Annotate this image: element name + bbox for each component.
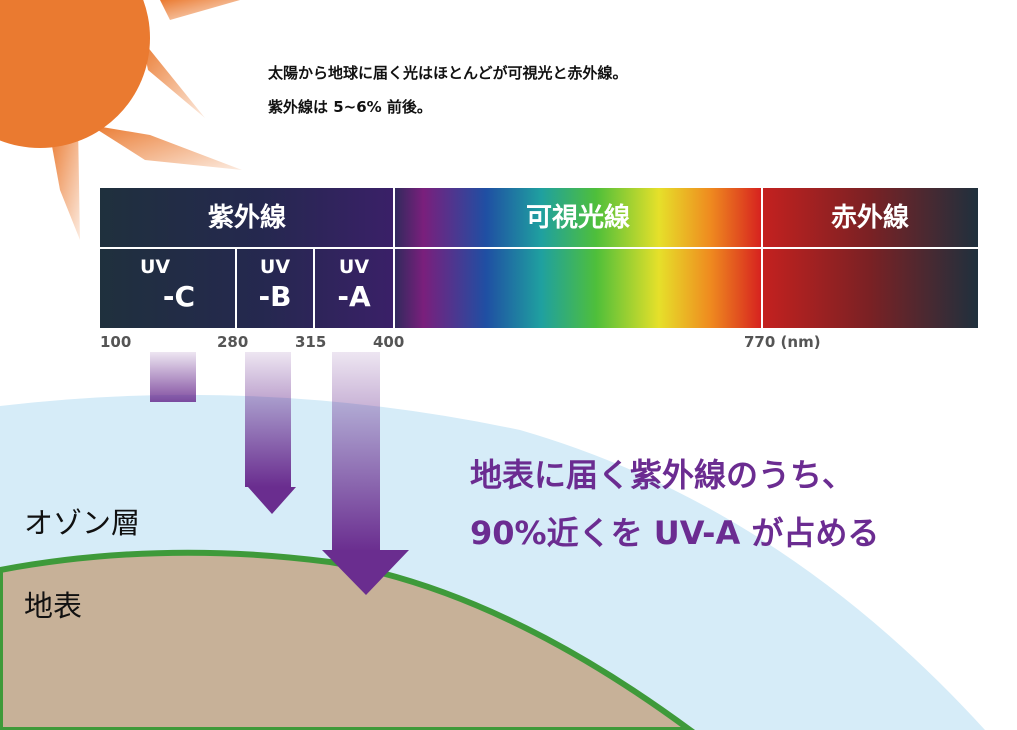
sun-rays bbox=[50, 0, 242, 240]
uva-label-top: UV bbox=[338, 256, 370, 278]
tick-100: 100 bbox=[100, 333, 132, 351]
spectrum-panel: 紫外線 可視光線 赤外線 UV -C UV -B UV -A bbox=[100, 188, 978, 328]
band-label-uv: 紫外線 bbox=[207, 203, 286, 233]
uva-label: UV -A bbox=[314, 248, 394, 328]
uvc-label: UV -C bbox=[122, 248, 236, 328]
headline-line-1: 地表に届く紫外線のうち、 bbox=[470, 456, 855, 494]
uvb-label: UV -B bbox=[236, 248, 314, 328]
uvb-arrow bbox=[245, 352, 296, 514]
uvb-label-top: UV bbox=[259, 256, 291, 278]
spectrum-graphic bbox=[100, 188, 978, 328]
tick-315: 315 bbox=[295, 333, 327, 351]
band-label-visible: 可視光線 bbox=[525, 203, 630, 233]
sun bbox=[0, 0, 150, 148]
intro-line-1: 太陽から地球に届く光はほとんどが可視光と赤外線。 bbox=[268, 64, 628, 82]
uvc-label-top: UV bbox=[140, 256, 171, 278]
tick-280: 280 bbox=[217, 333, 249, 351]
tick-400: 400 bbox=[373, 333, 405, 351]
uva-label-bottom: -A bbox=[337, 280, 371, 313]
uvc-arrow bbox=[150, 352, 196, 402]
surface-label: 地表 bbox=[24, 589, 83, 623]
uva-arrow bbox=[322, 352, 409, 595]
band-label-infrared: 赤外線 bbox=[830, 203, 909, 233]
uvb-label-bottom: -B bbox=[258, 280, 292, 313]
uvc-label-bottom: -C bbox=[162, 280, 196, 313]
tick-770: 770 (nm) bbox=[744, 333, 821, 351]
intro-line-2: 紫外線は 5~6% 前後。 bbox=[268, 98, 432, 116]
ozone-layer-label: オゾン層 bbox=[24, 506, 141, 540]
headline-line-2: 90%近くを UV-A が占める bbox=[470, 514, 880, 552]
